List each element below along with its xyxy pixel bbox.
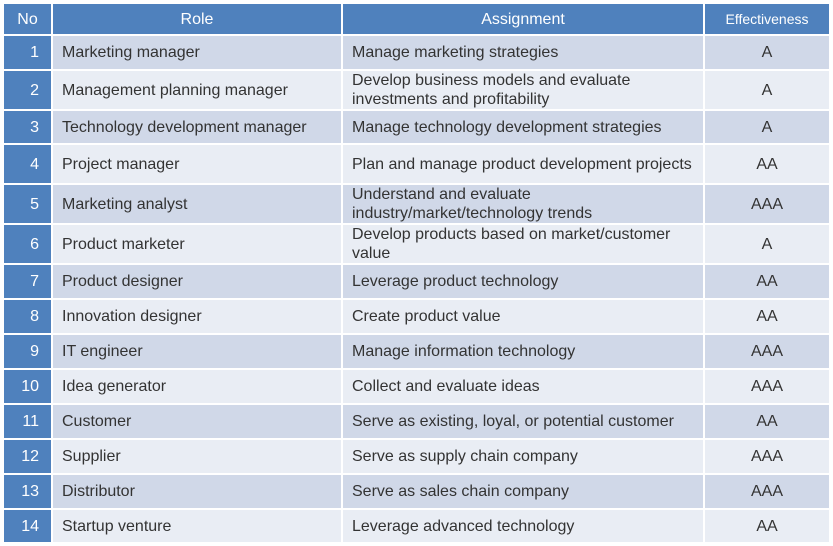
row-number: 9	[2, 333, 53, 370]
row-effectiveness: AAA	[703, 183, 831, 225]
row-role: Innovation designer	[51, 298, 343, 335]
row-assignment: Serve as supply chain company	[341, 438, 705, 475]
row-assignment: Collect and evaluate ideas	[341, 368, 705, 405]
row-effectiveness: AA	[703, 508, 831, 544]
row-number: 3	[2, 109, 53, 145]
row-number: 1	[2, 34, 53, 71]
row-assignment: Develop products based on market/custome…	[341, 223, 705, 265]
row-effectiveness: AAA	[703, 473, 831, 510]
table-row: 2 Management planning manager Develop bu…	[2, 69, 831, 111]
row-number: 14	[2, 508, 53, 544]
row-role: Marketing analyst	[51, 183, 343, 225]
row-number: 6	[2, 223, 53, 265]
row-number: 8	[2, 298, 53, 335]
table-row: 5 Marketing analyst Understand and evalu…	[2, 183, 831, 225]
row-role: Project manager	[51, 143, 343, 185]
row-assignment: Manage technology development strategies	[341, 109, 705, 145]
table-row: 3 Technology development manager Manage …	[2, 109, 831, 145]
row-assignment: Leverage advanced technology	[341, 508, 705, 544]
row-effectiveness: A	[703, 109, 831, 145]
header-row: No Role Assignment Effectiveness	[2, 2, 831, 36]
row-effectiveness: AA	[703, 143, 831, 185]
table-row: 10 Idea generator Collect and evaluate i…	[2, 368, 831, 405]
row-role: Technology development manager	[51, 109, 343, 145]
row-assignment: Serve as sales chain company	[341, 473, 705, 510]
table-row: 6 Product marketer Develop products base…	[2, 223, 831, 265]
row-role: Distributor	[51, 473, 343, 510]
row-assignment: Manage information technology	[341, 333, 705, 370]
row-assignment: Plan and manage product development proj…	[341, 143, 705, 185]
row-effectiveness: AAA	[703, 438, 831, 475]
row-role: Product marketer	[51, 223, 343, 265]
row-effectiveness: A	[703, 223, 831, 265]
row-number: 11	[2, 403, 53, 440]
table-row: 8 Innovation designer Create product val…	[2, 298, 831, 335]
row-effectiveness: AAA	[703, 333, 831, 370]
table-row: 1 Marketing manager Manage marketing str…	[2, 34, 831, 71]
row-effectiveness: AA	[703, 403, 831, 440]
row-role: Marketing manager	[51, 34, 343, 71]
row-effectiveness: AA	[703, 263, 831, 300]
row-assignment: Develop business models and evaluate inv…	[341, 69, 705, 111]
table-row: 4 Project manager Plan and manage produc…	[2, 143, 831, 185]
row-number: 7	[2, 263, 53, 300]
row-number: 13	[2, 473, 53, 510]
row-effectiveness: AA	[703, 298, 831, 335]
table-row: 7 Product designer Leverage product tech…	[2, 263, 831, 300]
header-role: Role	[51, 2, 343, 36]
row-assignment: Understand and evaluate industry/market/…	[341, 183, 705, 225]
row-number: 12	[2, 438, 53, 475]
row-assignment: Manage marketing strategies	[341, 34, 705, 71]
row-effectiveness: AAA	[703, 368, 831, 405]
row-effectiveness: A	[703, 34, 831, 71]
table-row: 14 Startup venture Leverage advanced tec…	[2, 508, 831, 544]
header-effectiveness: Effectiveness	[703, 2, 831, 36]
table-row: 9 IT engineer Manage information technol…	[2, 333, 831, 370]
header-no: No	[2, 2, 53, 36]
table-body: 1 Marketing manager Manage marketing str…	[2, 34, 831, 544]
row-role: Customer	[51, 403, 343, 440]
row-role: Management planning manager	[51, 69, 343, 111]
table-row: 11 Customer Serve as existing, loyal, or…	[2, 403, 831, 440]
table-header: No Role Assignment Effectiveness	[2, 2, 831, 36]
header-assignment: Assignment	[341, 2, 705, 36]
row-effectiveness: A	[703, 69, 831, 111]
row-number: 10	[2, 368, 53, 405]
row-role: Idea generator	[51, 368, 343, 405]
table-row: 13 Distributor Serve as sales chain comp…	[2, 473, 831, 510]
row-role: Supplier	[51, 438, 343, 475]
row-assignment: Create product value	[341, 298, 705, 335]
row-number: 4	[2, 143, 53, 185]
row-role: IT engineer	[51, 333, 343, 370]
row-number: 5	[2, 183, 53, 225]
row-assignment: Leverage product technology	[341, 263, 705, 300]
row-number: 2	[2, 69, 53, 111]
table-row: 12 Supplier Serve as supply chain compan…	[2, 438, 831, 475]
row-role: Product designer	[51, 263, 343, 300]
row-assignment: Serve as existing, loyal, or potential c…	[341, 403, 705, 440]
row-role: Startup venture	[51, 508, 343, 544]
